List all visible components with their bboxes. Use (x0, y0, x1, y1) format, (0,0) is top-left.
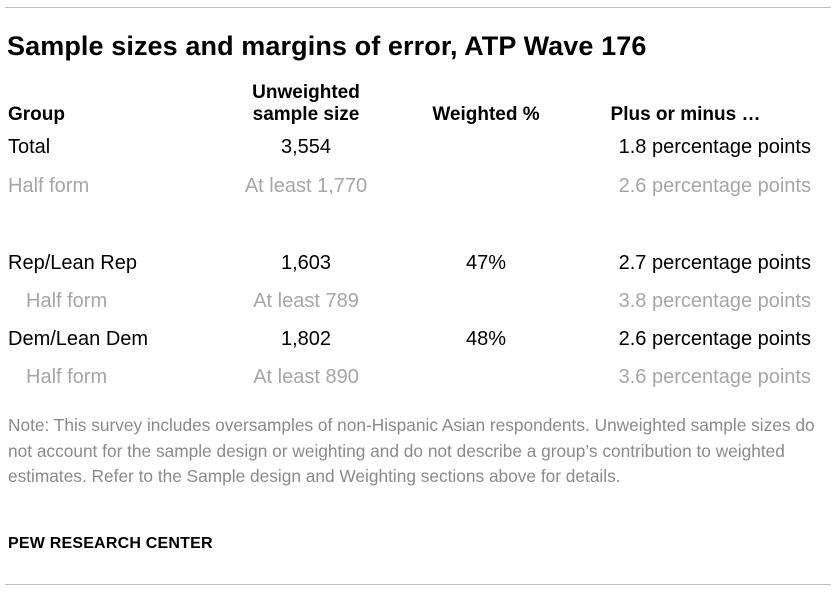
footnote: Note: This survey includes oversamples o… (8, 415, 815, 486)
row-group-rep: Rep/Lean Rep (8, 252, 137, 274)
row-moe-dem: 2.6 percentage points (618, 328, 811, 350)
row-size-total: 3,554 (280, 136, 332, 158)
row-size-rep: 1,603 (280, 252, 332, 274)
bottom-divider (5, 584, 831, 585)
row-group-rep-half: Half form (26, 290, 108, 312)
source-credit: PEW RESEARCH CENTER (8, 535, 213, 552)
row-group-total: Total (8, 136, 51, 158)
row-group-dem-half: Half form (26, 366, 108, 388)
header-sample-size-line2: sample size (252, 104, 360, 125)
header-group: Group (8, 104, 65, 125)
row-moe-total: 1.8 percentage points (618, 136, 811, 158)
row-size-dem-half: At least 890 (253, 366, 359, 388)
header-weighted: Weighted % (432, 104, 540, 125)
row-moe-total-half: 2.6 percentage points (618, 175, 811, 197)
header-sample-size-line1: Unweighted (252, 82, 360, 103)
row-group-dem: Dem/Lean Dem (8, 328, 149, 350)
row-size-dem: 1,802 (280, 328, 332, 350)
row-moe-rep: 2.7 percentage points (618, 252, 811, 274)
row-weighted-rep: 47% (465, 252, 507, 274)
page-title: Sample sizes and margins of error, ATP W… (7, 31, 647, 61)
row-size-rep-half: At least 789 (253, 290, 359, 312)
row-size-total-half: At least 1,770 (244, 175, 368, 197)
row-weighted-dem: 48% (465, 328, 507, 350)
header-plus-minus: Plus or minus … (610, 104, 761, 125)
row-group-total-half: Half form (8, 175, 90, 197)
row-moe-dem-half: 3.6 percentage points (618, 366, 811, 388)
top-divider (5, 7, 831, 8)
row-moe-rep-half: 3.8 percentage points (618, 290, 811, 312)
